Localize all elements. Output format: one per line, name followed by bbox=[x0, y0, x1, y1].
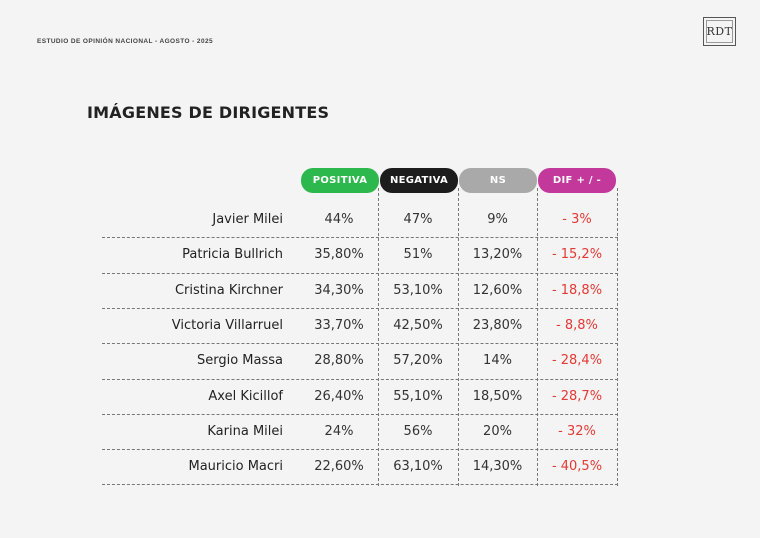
row-name: Karina Milei bbox=[207, 423, 283, 439]
row-divider bbox=[102, 449, 618, 451]
row-name: Mauricio Macri bbox=[188, 459, 283, 475]
logo-frame bbox=[706, 20, 733, 43]
cell-positiva: 24% bbox=[324, 423, 354, 439]
column-divider bbox=[458, 188, 459, 486]
column-header-negativa: NEGATIVA bbox=[380, 168, 458, 193]
column-header-ns: NS bbox=[459, 168, 537, 193]
cell-negativa: 63,10% bbox=[393, 459, 443, 475]
table-row: Javier Milei 44% 47% 9% - 3% bbox=[102, 202, 618, 237]
data-table: Javier Milei 44% 47% 9% - 3% Patricia Bullric… bbox=[102, 188, 618, 488]
cell-negativa: 55,10% bbox=[393, 388, 443, 404]
cell-ns: 14% bbox=[483, 353, 512, 369]
cell-dif: - 15,2% bbox=[551, 247, 603, 263]
cell-negativa: 47% bbox=[403, 212, 433, 227]
column-divider bbox=[378, 188, 379, 486]
table-row: Victoria Villarruel 33,70% 42,50% 23,80% - 8… bbox=[102, 308, 618, 343]
cell-negativa: 56% bbox=[403, 423, 433, 439]
table-row: Cristina Kirchner 34,30% 53,10% 12,60% - 18,… bbox=[102, 273, 618, 308]
row-divider bbox=[102, 307, 618, 309]
cell-ns: 23,80% bbox=[472, 317, 523, 333]
column-header-dif: DIF + / - bbox=[538, 168, 616, 193]
cell-dif: - 28,4% bbox=[551, 353, 603, 369]
cell-dif: - 3% bbox=[562, 212, 592, 227]
cell-ns: 9% bbox=[487, 212, 508, 227]
cell-dif: - 28,7% bbox=[551, 388, 603, 404]
cell-positiva: 26,40% bbox=[314, 388, 364, 404]
row-divider bbox=[102, 343, 618, 345]
cell-dif: - 32% bbox=[558, 423, 596, 439]
column-divider bbox=[617, 188, 618, 486]
cell-ns: 14,30% bbox=[472, 459, 523, 475]
cell-dif: - 18,8% bbox=[551, 282, 603, 298]
row-name: Patricia Bullrich bbox=[182, 247, 283, 263]
table-row: Axel Kicillof 26,40% 55,10% 18,50% - 28,7% bbox=[102, 379, 618, 414]
row-divider bbox=[102, 413, 618, 415]
cell-ns: 18,50% bbox=[472, 388, 523, 404]
row-name: Victoria Villarruel bbox=[171, 317, 283, 333]
cell-negativa: 51% bbox=[403, 247, 433, 263]
column-divider bbox=[537, 188, 538, 486]
cell-negativa: 57,20% bbox=[393, 353, 443, 369]
cell-ns: 13,20% bbox=[472, 247, 523, 263]
row-divider bbox=[102, 378, 618, 380]
cell-negativa: 53,10% bbox=[393, 282, 443, 298]
row-name: Sergio Massa bbox=[196, 353, 283, 369]
row-name: Cristina Kirchner bbox=[174, 282, 283, 298]
row-divider bbox=[102, 272, 618, 274]
cell-ns: 20% bbox=[483, 423, 512, 439]
cell-dif: - 8,8% bbox=[556, 317, 598, 333]
table-row: Sergio Massa 28,80% 57,20% 14% - 28,4% bbox=[102, 343, 618, 378]
row-divider bbox=[102, 484, 618, 486]
cell-positiva: 34,30% bbox=[314, 282, 364, 298]
cell-positiva: 33,70% bbox=[314, 317, 364, 333]
row-divider bbox=[102, 237, 618, 239]
cell-dif: - 40,5% bbox=[551, 459, 603, 475]
cell-ns: 12,60% bbox=[472, 282, 523, 298]
logo: RDT bbox=[703, 17, 736, 46]
column-header-positiva: POSITIVA bbox=[301, 168, 379, 193]
table-row: Patricia Bullrich 35,80% 51% 13,20% - 15,2% bbox=[102, 237, 618, 272]
logo-text: RDT bbox=[706, 25, 733, 38]
study-label: ESTUDIO DE OPINIÓN NACIONAL - AGOSTO - 2… bbox=[37, 38, 213, 45]
cell-positiva: 22,60% bbox=[314, 459, 364, 475]
page-title: IMÁGENES DE DIRIGENTES bbox=[87, 103, 330, 122]
cell-positiva: 44% bbox=[324, 212, 354, 227]
row-name: Axel Kicillof bbox=[208, 388, 283, 404]
cell-negativa: 42,50% bbox=[393, 317, 443, 333]
row-name: Javier Milei bbox=[212, 212, 283, 227]
cell-positiva: 35,80% bbox=[314, 247, 364, 263]
table-row: Karina Milei 24% 56% 20% - 32% bbox=[102, 414, 618, 449]
table-row: Mauricio Macri 22,60% 63,10% 14,30% - 40,5% bbox=[102, 449, 618, 484]
cell-positiva: 28,80% bbox=[314, 353, 364, 369]
